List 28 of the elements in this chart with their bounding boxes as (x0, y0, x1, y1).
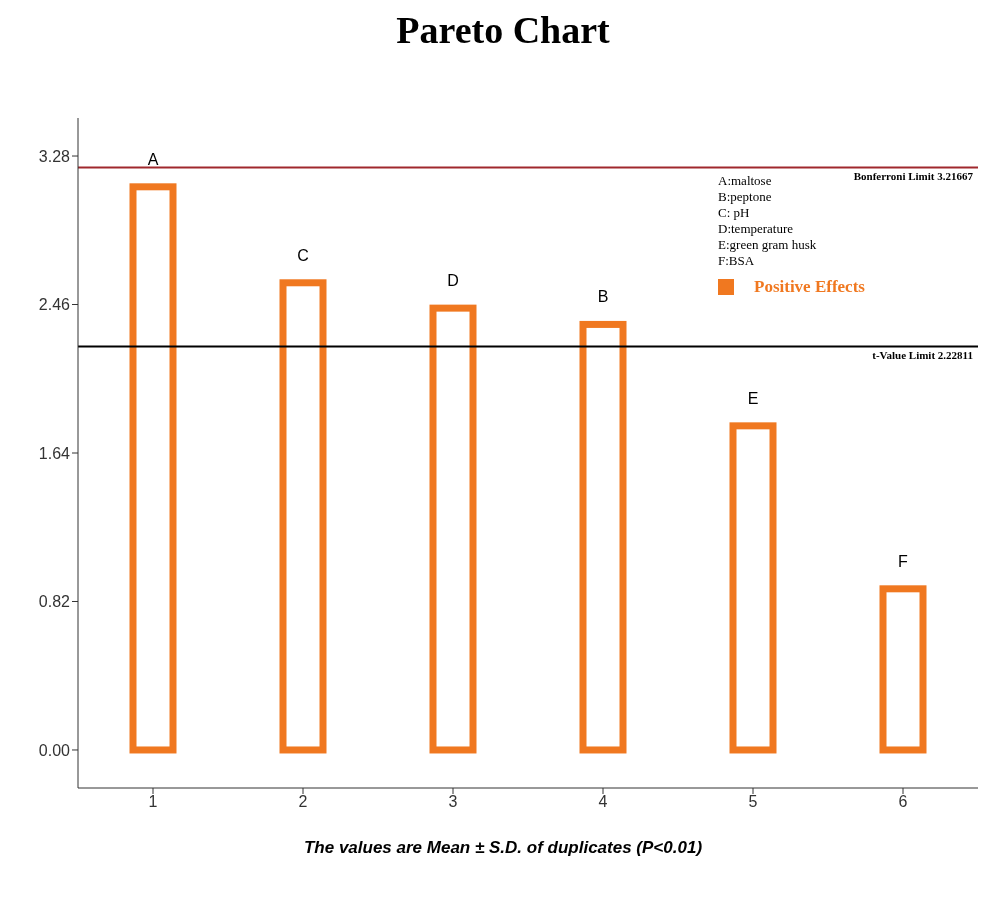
annotation: C (297, 246, 309, 264)
annotation: D:temperature (718, 221, 795, 237)
annotation: A:maltose (718, 173, 772, 188)
annotation: A (147, 150, 159, 168)
x-tick-label: 5 (748, 793, 758, 811)
y-tick-label: 2.46 (38, 296, 71, 314)
annotation: E:green gram husk (718, 237, 818, 253)
y-tick-label: 0.82 (38, 593, 71, 611)
y-tick-label: 0.00 (38, 741, 71, 759)
annotation: C: pH (718, 205, 751, 221)
annotation: E (747, 389, 759, 407)
x-tick-label: 2 (298, 793, 308, 811)
annotation: F (898, 552, 909, 570)
chart-title: Pareto Chart (395, 8, 611, 53)
text: The values are Mean ± S.D. of duplicates (P<0.01) (302, 838, 704, 858)
ref-line-label: Bonferroni Limit 3.21667 (853, 170, 974, 183)
x-tick-label: 3 (448, 793, 458, 811)
annotation: D (447, 272, 459, 290)
annotation: F:BSA (718, 253, 756, 269)
ref-line-label: t-Value Limit 2.22811 (872, 349, 973, 362)
annotation: B (597, 288, 609, 306)
y-tick-label: 1.64 (38, 444, 71, 462)
x-tick-label: 6 (898, 793, 908, 811)
legend-label: Positive Effects (753, 277, 865, 297)
y-tick-label: 3.28 (38, 147, 71, 165)
x-tick-label: 1 (148, 793, 158, 811)
x-tick-label: 4 (598, 793, 608, 811)
annotation: B:peptone (718, 189, 773, 205)
